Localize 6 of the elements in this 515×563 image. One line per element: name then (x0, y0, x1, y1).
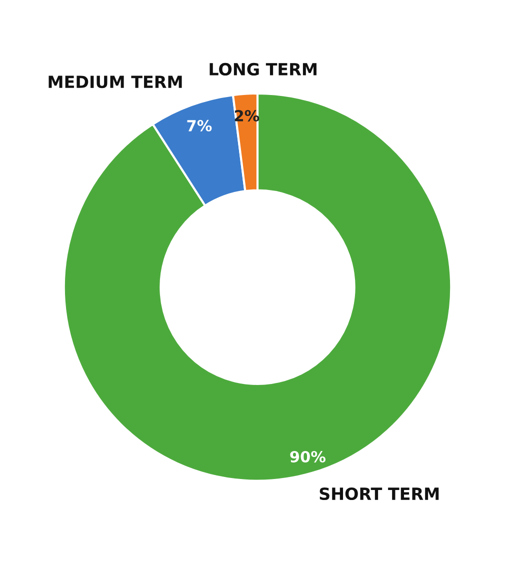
donut-slice (62, 92, 452, 482)
slice-label: LONG TERM (210, 62, 316, 76)
slice-label: SHORT TERM (320, 487, 439, 500)
slice-label: MEDIUM TERM (48, 76, 182, 88)
data-label: 90% (290, 450, 326, 462)
data-label: 7% (187, 120, 212, 132)
